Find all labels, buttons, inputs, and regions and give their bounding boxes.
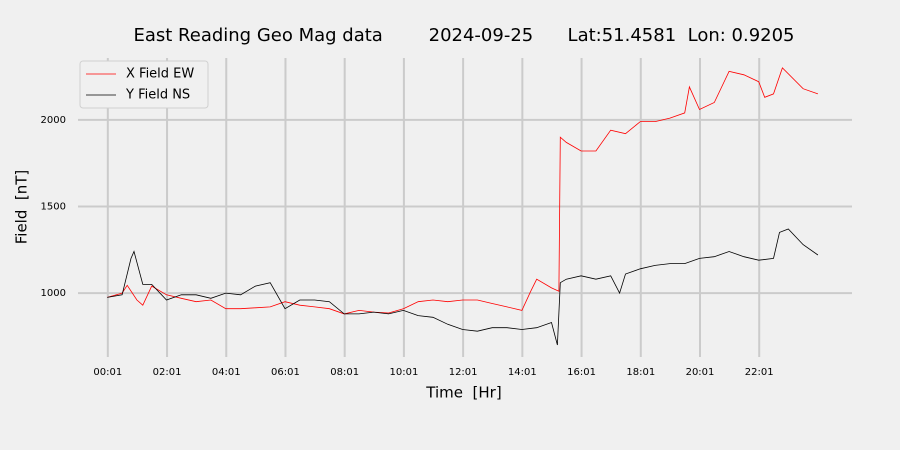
x-tick-label: 04:01 xyxy=(212,367,241,378)
x-tick-label: 10:01 xyxy=(389,367,418,378)
legend-label: Y Field NS xyxy=(125,88,190,103)
chart-title: East Reading Geo Mag data 2024-09-25 Lat… xyxy=(133,25,794,46)
x-tick-label: 18:01 xyxy=(626,367,655,378)
y-axis-label: Field [nT] xyxy=(13,170,31,245)
x-tick-label: 20:01 xyxy=(686,367,715,378)
y-tick-label: 1000 xyxy=(41,288,66,299)
x-tick-label: 12:01 xyxy=(449,367,478,378)
x-tick-label: 22:01 xyxy=(745,367,774,378)
x-axis-label: Time [Hr] xyxy=(425,384,501,402)
y-tick-label: 2000 xyxy=(41,115,66,126)
x-tick-label: 16:01 xyxy=(567,367,596,378)
x-tick-label: 06:01 xyxy=(271,367,300,378)
x-tick-label: 14:01 xyxy=(508,367,537,378)
legend-box xyxy=(79,60,209,109)
y-tick-label: 1500 xyxy=(41,201,66,212)
data-line xyxy=(107,67,819,315)
x-tick-label: 00:01 xyxy=(93,367,122,378)
data-line xyxy=(107,228,819,346)
legend-label: X Field EW xyxy=(126,67,194,82)
x-tick-label: 02:01 xyxy=(153,367,182,378)
x-tick-label: 08:01 xyxy=(330,367,359,378)
